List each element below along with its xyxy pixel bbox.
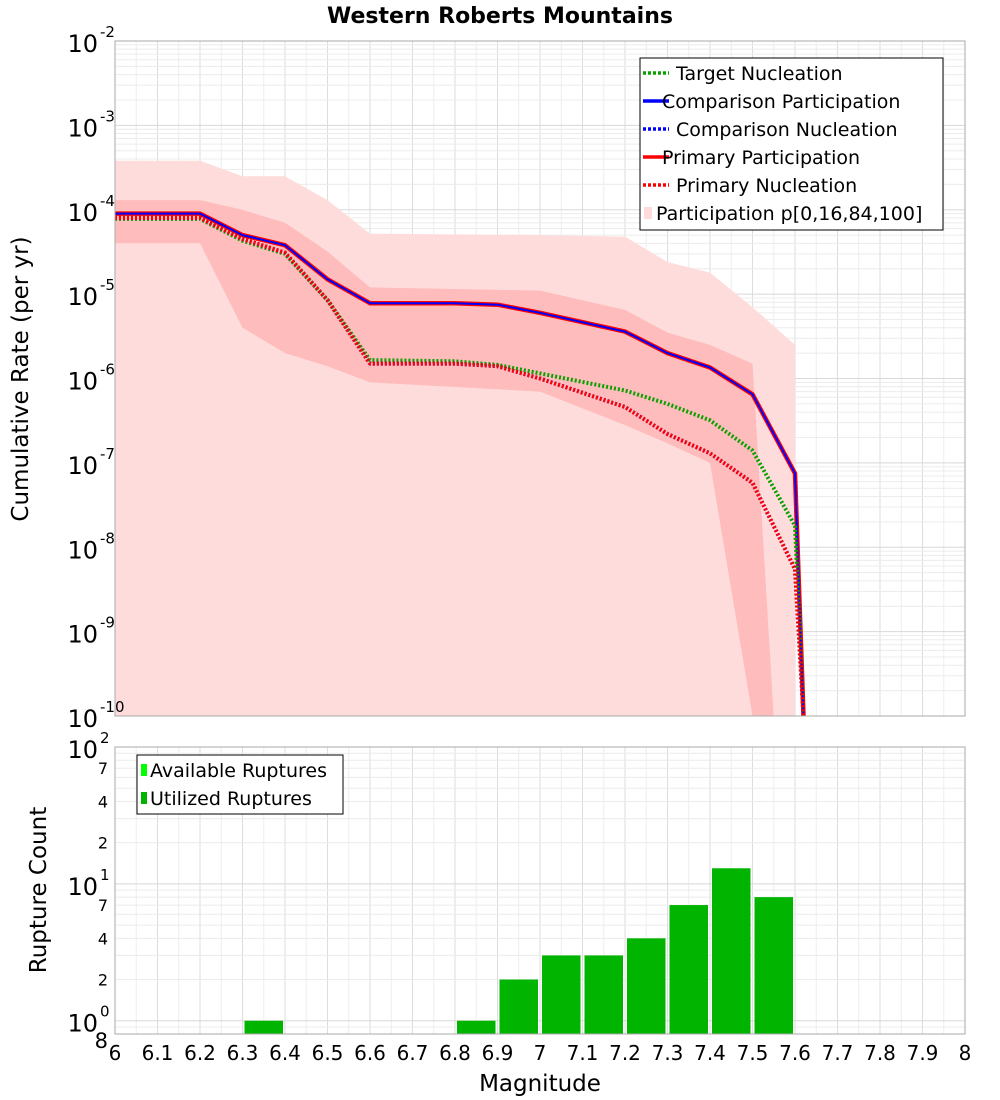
y-tick-base: 10 bbox=[67, 30, 98, 58]
legend-label: Participation p[0,16,84,100] bbox=[656, 203, 922, 225]
legend-label: Comparison Nucleation bbox=[676, 119, 898, 141]
x-tick-label: 6.2 bbox=[184, 1041, 216, 1065]
y-tick-exponent: -9 bbox=[100, 614, 115, 632]
x-tick-label: 7.2 bbox=[609, 1041, 641, 1065]
y-tick-base: 10 bbox=[67, 114, 98, 142]
y-tick-minor: 2 bbox=[98, 834, 108, 853]
magnitude-x-axis-label: Magnitude bbox=[479, 1071, 601, 1097]
bar-utilized bbox=[542, 955, 581, 1034]
rate-plot-border bbox=[114, 40, 966, 717]
y-tick-exponent: -5 bbox=[100, 276, 115, 294]
legend-swatch-available bbox=[141, 764, 147, 776]
bar-utilized bbox=[244, 1020, 283, 1034]
y-tick-base: 10 bbox=[67, 199, 98, 227]
y-tick-exponent: -2 bbox=[100, 23, 115, 41]
legend-label: Target Nucleation bbox=[675, 63, 843, 85]
y-tick-exponent: 0 bbox=[100, 1003, 110, 1021]
y-tick-exponent: -10 bbox=[100, 698, 125, 716]
x-tick-label: 7.9 bbox=[907, 1041, 939, 1065]
x-tick-label: 8 bbox=[959, 1041, 972, 1065]
magnitude-x-ticks: 6 6.1 6.2 6.3 6.4 6.5 6.6 6.7 6.8 6.9 7 7.1 7.2 7.3 7.… bbox=[109, 1041, 972, 1065]
y-tick-exponent: -7 bbox=[100, 445, 115, 463]
x-tick-label: 6.1 bbox=[142, 1041, 174, 1065]
rate-y-ticks: 10-210-310-410-510-610-710-810-910-10 bbox=[67, 23, 124, 733]
y-tick-minor: 8 bbox=[95, 1029, 108, 1053]
rupture-plot-border bbox=[114, 746, 966, 1035]
x-tick-label: 6.8 bbox=[439, 1041, 471, 1065]
y-tick-exponent: -3 bbox=[100, 107, 115, 125]
rupture-bars bbox=[244, 868, 793, 1034]
bar-utilized bbox=[499, 979, 538, 1034]
x-tick-label: 7.5 bbox=[737, 1041, 769, 1065]
x-tick-label: 6.5 bbox=[312, 1041, 344, 1065]
y-tick-base: 10 bbox=[67, 536, 98, 564]
x-tick-label: 7.4 bbox=[694, 1041, 726, 1065]
y-tick-minor: 7 bbox=[98, 759, 108, 778]
y-tick-base: 10 bbox=[67, 368, 98, 396]
legend-swatch-utilized bbox=[141, 792, 147, 804]
y-tick-minor: 2 bbox=[98, 971, 108, 990]
legend-swatch-band bbox=[644, 207, 652, 219]
y-tick-exponent: -6 bbox=[100, 361, 115, 379]
x-tick-label: 7.8 bbox=[864, 1041, 896, 1065]
x-tick-label: 7.7 bbox=[822, 1041, 854, 1065]
legend-label: Primary Nucleation bbox=[676, 175, 857, 197]
rate-y-axis-label: Cumulative Rate (per yr) bbox=[8, 236, 34, 521]
legend-label: Available Ruptures bbox=[150, 760, 327, 782]
x-tick-label: 7.1 bbox=[567, 1041, 599, 1065]
y-tick-minor: 4 bbox=[98, 792, 108, 811]
x-tick-label: 6.7 bbox=[397, 1041, 429, 1065]
y-tick-exponent: 2 bbox=[100, 729, 110, 747]
x-tick-label: 6 bbox=[109, 1041, 122, 1065]
bar-utilized bbox=[712, 868, 751, 1034]
y-tick-minor: 4 bbox=[98, 929, 108, 948]
y-tick-base: 10 bbox=[67, 1010, 98, 1038]
rate-series bbox=[115, 211, 806, 717]
y-tick-exponent: -4 bbox=[100, 192, 115, 210]
bar-utilized bbox=[457, 1020, 496, 1034]
x-tick-label: 6.9 bbox=[482, 1041, 514, 1065]
y-tick-exponent: -8 bbox=[100, 529, 115, 547]
y-tick-base: 10 bbox=[67, 621, 98, 649]
chart-title: Western Roberts Mountains bbox=[327, 4, 673, 29]
bar-utilized bbox=[584, 955, 623, 1034]
y-tick-base: 10 bbox=[67, 283, 98, 311]
y-tick-minor: 7 bbox=[98, 896, 108, 915]
legend-box bbox=[639, 57, 944, 231]
series-comparison-participation bbox=[115, 212, 805, 717]
legend-label: Utilized Ruptures bbox=[150, 788, 312, 810]
x-tick-label: 6.4 bbox=[269, 1041, 301, 1065]
rupture-y-axis-label: Rupture Count bbox=[26, 807, 52, 973]
bar-utilized bbox=[754, 897, 793, 1034]
rate-legend: Target Nucleation Comparison Participatio… bbox=[639, 57, 944, 231]
y-tick-base: 10 bbox=[67, 705, 98, 733]
y-tick-exponent: 1 bbox=[100, 866, 110, 884]
rupture-legend: Available Ruptures Utilized Ruptures bbox=[136, 754, 344, 815]
bar-utilized bbox=[627, 938, 666, 1034]
y-tick-base: 10 bbox=[67, 873, 98, 901]
x-tick-label: 7.6 bbox=[779, 1041, 811, 1065]
rate-plot: 10-210-310-410-510-610-710-810-910-10 Cu… bbox=[8, 23, 966, 733]
x-tick-label: 7 bbox=[534, 1041, 547, 1065]
bar-utilized bbox=[669, 905, 708, 1034]
series-primary-nucleation bbox=[115, 215, 806, 717]
legend-label: Comparison Participation bbox=[662, 91, 900, 113]
y-tick-base: 10 bbox=[67, 736, 98, 764]
x-tick-label: 7.3 bbox=[652, 1041, 684, 1065]
x-tick-label: 6.3 bbox=[227, 1041, 259, 1065]
y-tick-base: 10 bbox=[67, 452, 98, 480]
legend-box bbox=[136, 754, 344, 815]
x-tick-label: 6.6 bbox=[354, 1041, 386, 1065]
legend-label: Primary Participation bbox=[662, 147, 860, 169]
